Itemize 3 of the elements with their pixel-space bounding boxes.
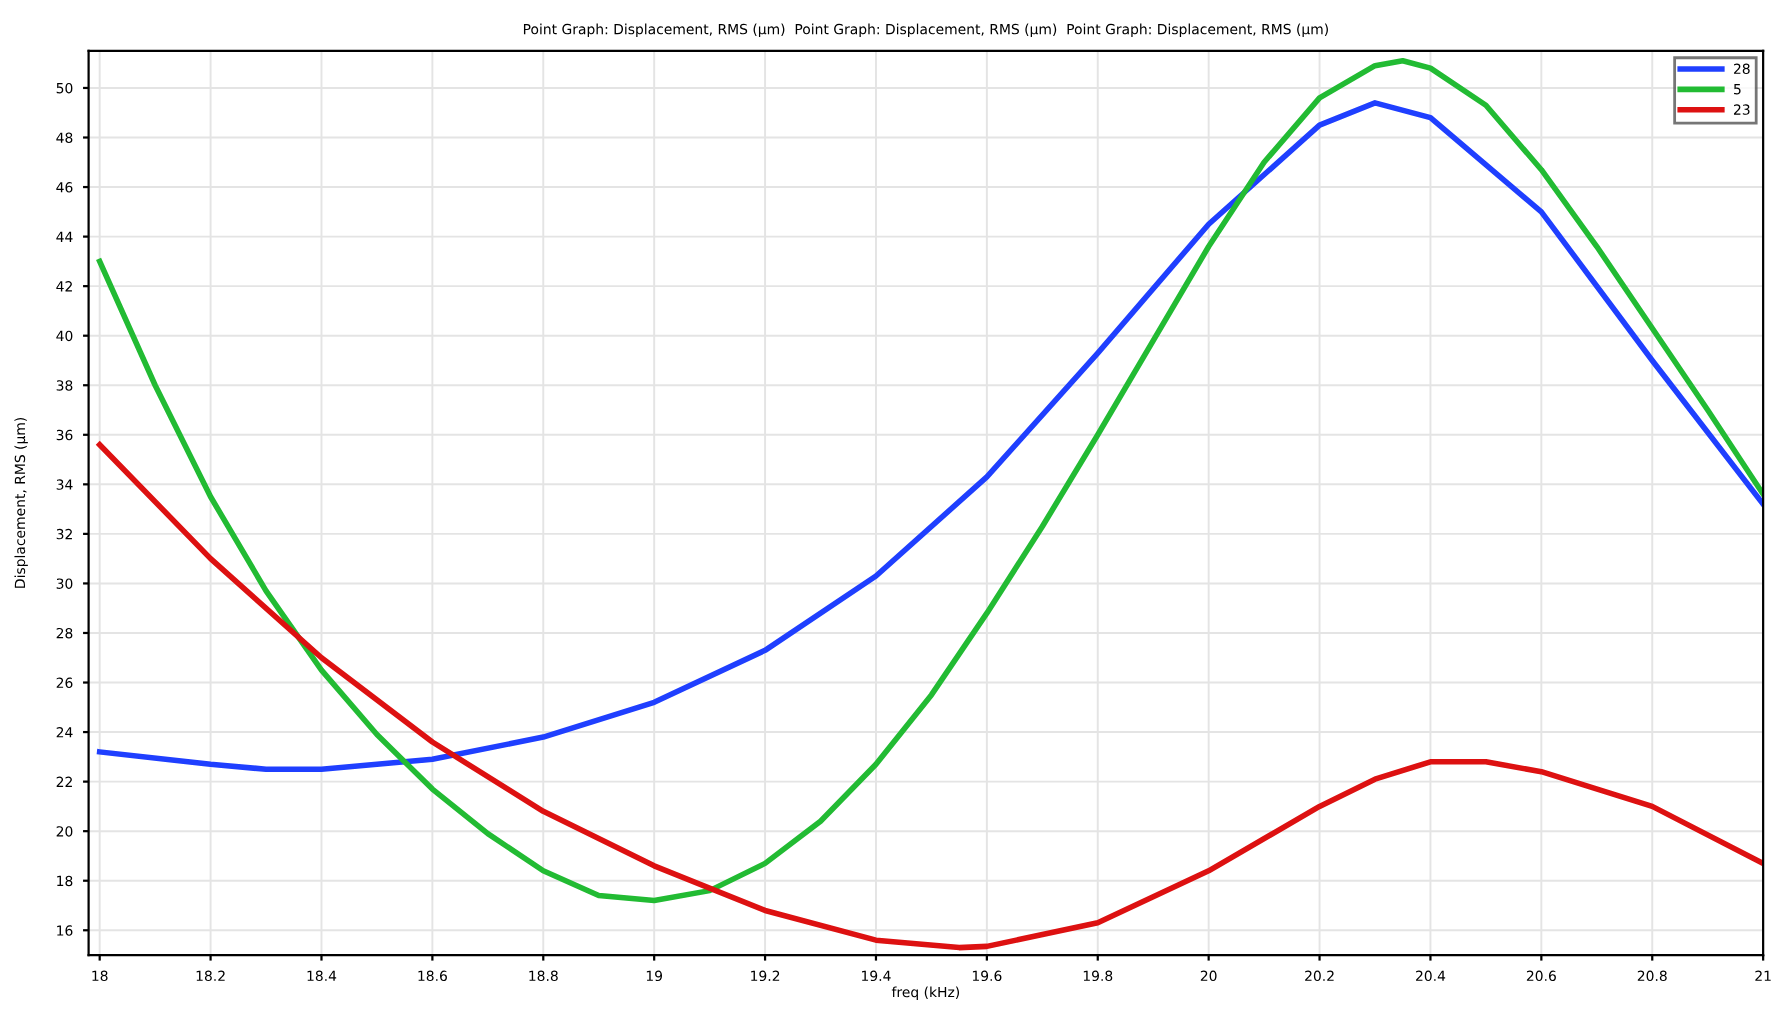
line-series bbox=[96, 441, 1764, 951]
line-series bbox=[96, 100, 1764, 773]
line-series bbox=[96, 57, 1764, 904]
